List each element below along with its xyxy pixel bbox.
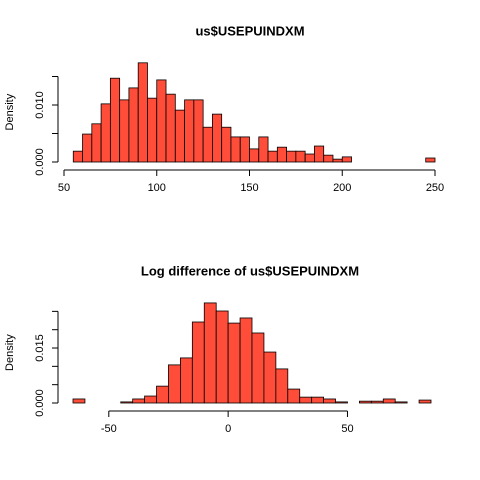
bar bbox=[72, 398, 86, 404]
bar bbox=[275, 368, 289, 404]
y-axis-label: Density bbox=[4, 334, 16, 371]
bar bbox=[287, 388, 301, 404]
y-axis-label: Density bbox=[4, 93, 16, 130]
x-tick-label: 100 bbox=[148, 182, 166, 194]
bar bbox=[276, 146, 288, 163]
bar bbox=[174, 109, 185, 163]
bar bbox=[382, 398, 396, 404]
y-tick-label: 0.015 bbox=[34, 334, 46, 362]
bar bbox=[132, 398, 146, 404]
y-tick-label: 0.000 bbox=[34, 148, 46, 176]
bar bbox=[221, 126, 232, 163]
bar bbox=[156, 79, 167, 163]
bar bbox=[239, 136, 250, 163]
bar bbox=[191, 321, 205, 404]
bar bbox=[323, 398, 336, 404]
bar bbox=[267, 150, 278, 163]
x-tick-label: 0 bbox=[225, 423, 231, 435]
bar bbox=[311, 396, 324, 404]
bar bbox=[286, 150, 297, 163]
bar bbox=[335, 401, 348, 404]
bar bbox=[137, 62, 148, 163]
bar bbox=[299, 396, 313, 404]
bar bbox=[314, 145, 325, 163]
bar bbox=[168, 364, 181, 404]
bar bbox=[119, 99, 130, 163]
bar bbox=[332, 158, 343, 163]
bar bbox=[184, 99, 195, 163]
x-tick-label: 150 bbox=[240, 182, 258, 194]
bar bbox=[258, 136, 269, 163]
y-tick-label: 0.000 bbox=[34, 389, 46, 417]
bar bbox=[418, 399, 432, 404]
bar bbox=[147, 97, 158, 163]
bar bbox=[227, 322, 241, 404]
bar bbox=[358, 400, 372, 404]
bar bbox=[341, 156, 352, 163]
bar bbox=[100, 103, 111, 163]
bar bbox=[109, 77, 121, 163]
bar bbox=[394, 401, 408, 404]
y-tick-label: 0.010 bbox=[34, 91, 46, 119]
bar bbox=[211, 113, 223, 163]
bar bbox=[323, 154, 334, 163]
bar bbox=[425, 157, 436, 163]
bar bbox=[295, 150, 306, 163]
x-tick-label: 200 bbox=[333, 182, 351, 194]
bar bbox=[144, 395, 157, 404]
bar bbox=[179, 357, 193, 404]
x-tick-label: -50 bbox=[101, 423, 117, 435]
bar bbox=[72, 150, 83, 163]
bar bbox=[165, 93, 176, 163]
bar bbox=[82, 133, 93, 163]
bar bbox=[251, 332, 265, 404]
chart-title: Log difference of us$USEPUINDXM bbox=[141, 263, 359, 278]
bar bbox=[203, 302, 217, 404]
chart-title: us$USEPUINDXM bbox=[195, 23, 304, 38]
bar bbox=[230, 136, 241, 163]
x-tick-label: 50 bbox=[341, 423, 353, 435]
bar bbox=[91, 123, 102, 163]
bar bbox=[128, 87, 139, 163]
bar bbox=[193, 99, 204, 163]
x-tick-label: 250 bbox=[426, 182, 444, 194]
bar bbox=[263, 351, 277, 404]
bar bbox=[304, 153, 315, 163]
bar bbox=[370, 400, 384, 404]
bar bbox=[156, 385, 169, 404]
bar bbox=[215, 310, 229, 404]
bar bbox=[202, 126, 213, 163]
bar bbox=[239, 317, 253, 404]
x-tick-label: 50 bbox=[58, 182, 70, 194]
bar bbox=[249, 148, 260, 163]
bar bbox=[120, 401, 134, 404]
